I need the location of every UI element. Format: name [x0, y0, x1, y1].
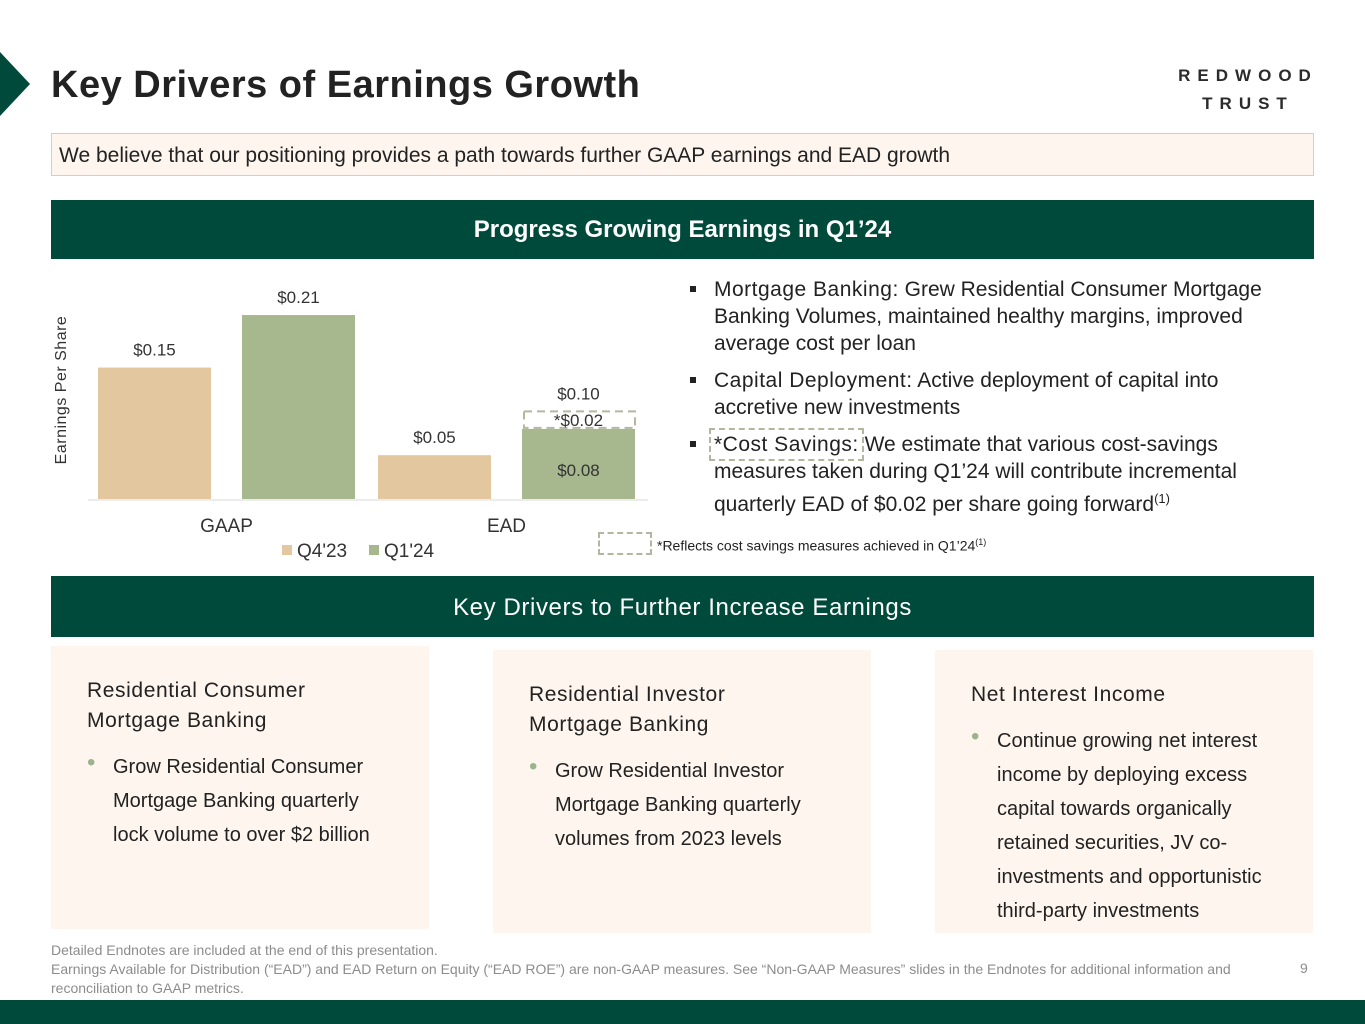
page-title: Key Drivers of Earnings Growth: [51, 64, 641, 106]
redwood-trust-logo: REDWOOD TRUST: [1168, 62, 1328, 118]
footer-notes: Detailed Endnotes are included at the en…: [51, 941, 1251, 998]
data-label: $0.05: [413, 428, 456, 447]
bullet-cost-savings: *Cost Savings: We estimate that various …: [688, 428, 1298, 518]
ead-total-label: $0.10: [557, 384, 600, 403]
data-label: $0.21: [277, 288, 320, 307]
legend-label-1: Q1'24: [384, 541, 435, 562]
card-title: Residential Investor Mortgage Banking: [529, 683, 726, 736]
section-header-progress: Progress Growing Earnings in Q1’24: [51, 200, 1314, 259]
endnote-ref: (1): [1154, 491, 1170, 506]
bullet-text: We estimate that various cost-savings me…: [714, 433, 1237, 516]
legend-swatch-0: [282, 545, 292, 555]
footnote-text: *Reflects cost savings measures achieved…: [657, 537, 976, 554]
eps-bar-chart: Earnings Per Share $0.15 $0.21 GAAP $0.05 $0.…: [53, 288, 648, 562]
section-header-key-drivers: Key Drivers to Further Increase Earnings: [51, 576, 1314, 637]
legend-label-0: Q4'23: [297, 541, 347, 562]
bullet-capital-deployment: Capital Deployment: Active deployment of…: [688, 367, 1298, 421]
page-number: 9: [1300, 960, 1308, 976]
x-tick-label: GAAP: [200, 516, 253, 537]
x-tick-label: EAD: [487, 516, 526, 537]
logo-line-2: TRUST: [1202, 94, 1294, 113]
bullet-lead: *Cost Savings:: [709, 428, 864, 461]
bullet-text: Active deployment of capital into accret…: [714, 369, 1219, 419]
card-title: Residential Consumer Mortgage Banking: [87, 679, 306, 732]
bar-ead-0: [378, 455, 491, 499]
bar-gaap-0: [98, 367, 211, 499]
cost-savings-legend-swatch: [598, 532, 652, 555]
card-title: Net Interest Income: [971, 683, 1166, 706]
corner-arrow-icon: [0, 52, 30, 116]
card-net-interest-income: Net Interest Income Continue growing net…: [935, 650, 1313, 933]
bar-ead-1: [522, 428, 635, 499]
card-bullet: Continue growing net interest income by …: [971, 720, 1291, 928]
subtitle-callout: We believe that our positioning provides…: [51, 133, 1314, 176]
data-label: $0.15: [133, 341, 176, 360]
bottom-brand-bar: [0, 1000, 1365, 1024]
cost-savings-segment: [523, 410, 636, 429]
y-axis-label: Earnings Per Share: [53, 316, 70, 465]
cost-savings-label: *$0.02: [554, 411, 603, 430]
bullet-text: Grew Residential Consumer Mortgage Banki…: [714, 278, 1262, 355]
footer-line-2: Earnings Available for Distribution (“EA…: [51, 961, 1231, 996]
card-bullet: Grow Residential Investor Mortgage Banki…: [529, 750, 835, 856]
bullet-lead: Mortgage Banking:: [714, 278, 899, 301]
bullet-lead: Capital Deployment:: [714, 369, 913, 392]
progress-bullet-list: Mortgage Banking: Grew Residential Consu…: [688, 276, 1298, 528]
card-bullet: Grow Residential Consumer Mortgage Banki…: [87, 746, 393, 852]
legend-swatch-1: [369, 545, 379, 555]
footnote-ref: (1): [975, 537, 987, 547]
data-label: $0.08: [557, 461, 600, 480]
chart-footnote: *Reflects cost savings measures achieved…: [657, 537, 986, 554]
bullet-mortgage-banking: Mortgage Banking: Grew Residential Consu…: [688, 276, 1298, 357]
logo-line-1: REDWOOD: [1178, 66, 1318, 85]
footer-line-1: Detailed Endnotes are included at the en…: [51, 942, 438, 958]
bar-gaap-1: [242, 315, 355, 499]
